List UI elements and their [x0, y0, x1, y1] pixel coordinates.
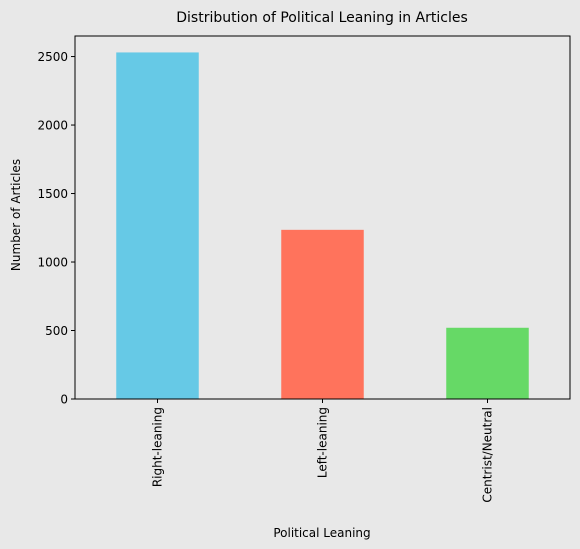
y-tick-label: 0: [60, 393, 68, 407]
x-axis-label: Political Leaning: [273, 526, 370, 540]
x-tick-label: Centrist/Neutral: [481, 407, 495, 503]
bar-left-leaning: [281, 229, 364, 399]
axes-frame: [74, 35, 571, 400]
y-tick-label: 2500: [37, 50, 68, 64]
y-tick-label: 1500: [37, 187, 68, 201]
y-tick-label: 500: [45, 324, 68, 338]
x-tick-label: Right-leaning: [151, 407, 165, 487]
plot-area: Right-leaning Left-leaning Centrist/Neutra…: [37, 35, 571, 503]
bar-centrist-neutral: [446, 327, 529, 399]
y-tick-label: 2000: [37, 119, 68, 133]
y-tick-label: 1000: [37, 256, 68, 270]
x-tick-label: Left-leaning: [316, 407, 330, 478]
y-axis-label: Number of Articles: [9, 159, 23, 271]
chart-title: Distribution of Political Leaning in Art…: [176, 10, 468, 26]
bar-right-leaning: [116, 52, 199, 399]
